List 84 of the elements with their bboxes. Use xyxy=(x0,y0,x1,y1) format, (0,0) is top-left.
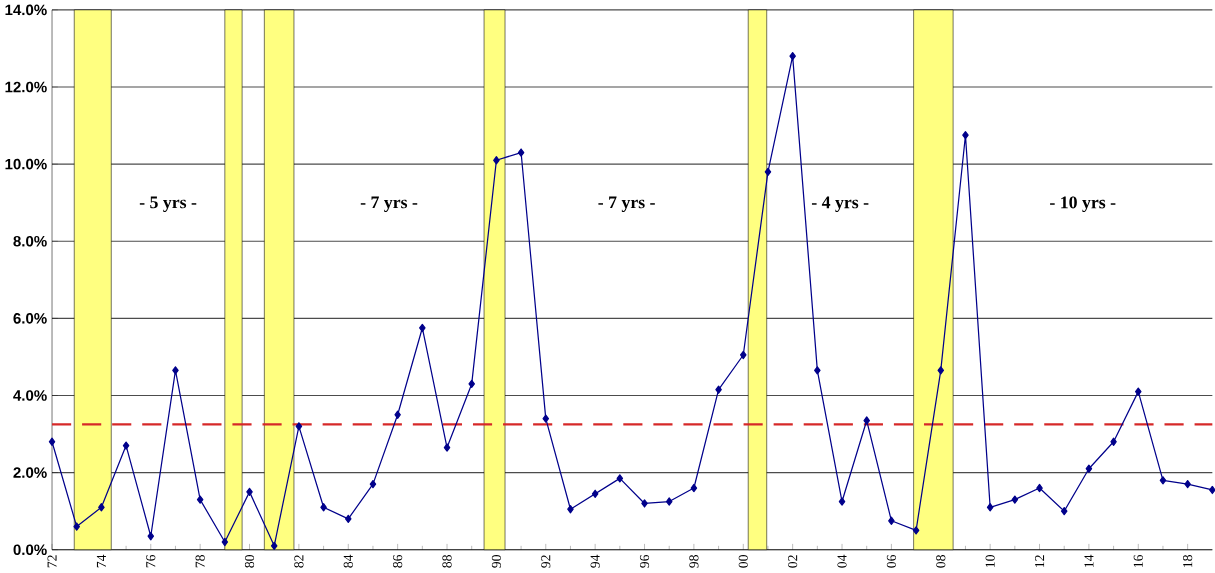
point xyxy=(838,497,846,506)
x-tick-label: 04 xyxy=(837,554,847,568)
point xyxy=(196,495,204,504)
point xyxy=(1159,476,1167,485)
annotation: - 5 yrs - xyxy=(139,196,197,213)
x-tick-label: 90 xyxy=(491,555,502,568)
point xyxy=(690,483,698,493)
point xyxy=(73,522,80,531)
x-tick-label: 72 xyxy=(47,555,57,568)
point xyxy=(246,487,253,497)
annotation: - 4 yrs - xyxy=(811,196,869,213)
point xyxy=(1134,387,1142,396)
point xyxy=(122,441,130,450)
point xyxy=(715,385,722,394)
point xyxy=(394,410,401,420)
x-tick-label: 02 xyxy=(788,555,798,568)
point xyxy=(48,437,56,447)
point xyxy=(493,156,500,165)
x-tick-label: 88 xyxy=(442,555,452,568)
point xyxy=(344,514,352,524)
x-tick-label: 08 xyxy=(936,555,946,568)
point xyxy=(1110,437,1117,447)
point xyxy=(172,366,179,375)
y-tick-label: 6.0% xyxy=(13,313,47,324)
x-tick-label: 82 xyxy=(294,555,304,568)
x-tick-label: 06 xyxy=(886,555,897,568)
point xyxy=(591,489,599,499)
point xyxy=(616,474,624,483)
point xyxy=(517,148,525,157)
y-tick-label: 8.0% xyxy=(13,236,47,247)
y-tick-label: 2.0% xyxy=(13,467,47,479)
x-tick-label: 14 xyxy=(1084,554,1094,568)
y-tick-label: 10.0% xyxy=(5,158,47,170)
point xyxy=(295,422,303,431)
x-tick-label: 76 xyxy=(146,555,156,568)
annotation: - 10 yrs - xyxy=(1050,196,1116,213)
point xyxy=(764,167,772,177)
point xyxy=(419,323,426,333)
y-tick-label: 12.0% xyxy=(5,81,47,93)
point xyxy=(863,416,870,425)
point xyxy=(221,537,229,547)
point xyxy=(147,532,155,541)
point xyxy=(98,503,105,512)
x-tick-label: 98 xyxy=(689,555,699,568)
x-tick-label: 86 xyxy=(393,555,403,568)
point xyxy=(912,526,920,535)
x-tick-label: 94 xyxy=(590,554,600,568)
point xyxy=(641,499,648,508)
x-tick-label: 10 xyxy=(985,555,995,568)
point xyxy=(1036,483,1043,493)
x-tick-label: 78 xyxy=(195,555,205,568)
y-tick-label: 14.0% xyxy=(5,4,47,16)
point xyxy=(567,505,574,514)
x-tick-label: 16 xyxy=(1133,555,1143,568)
point xyxy=(270,541,278,551)
point xyxy=(665,497,673,506)
y-tick-label: 0.0% xyxy=(13,544,47,556)
point xyxy=(814,366,821,375)
point xyxy=(962,131,969,140)
point xyxy=(789,52,796,61)
x-tick-label: 18 xyxy=(1183,555,1193,568)
point xyxy=(542,414,550,423)
point xyxy=(888,516,895,526)
x-tick-label: 12 xyxy=(1035,555,1045,568)
point xyxy=(320,503,327,512)
annotation: - 7 yrs - xyxy=(598,196,655,213)
x-tick-label: 74 xyxy=(96,554,106,568)
point xyxy=(937,366,945,375)
y-tick-label: 4.0% xyxy=(13,390,47,401)
point xyxy=(468,379,475,389)
annotation: - 7 yrs - xyxy=(360,196,418,213)
x-tick-label: 84 xyxy=(343,554,353,568)
x-tick-label: 96 xyxy=(639,555,650,568)
point xyxy=(739,350,747,360)
point xyxy=(1184,480,1191,489)
x-tick-label: 00 xyxy=(738,555,748,568)
point xyxy=(1060,507,1068,516)
x-tick-label: 80 xyxy=(244,555,255,568)
point xyxy=(1011,495,1019,504)
point xyxy=(443,443,451,452)
point xyxy=(369,480,377,489)
x-tick-label: 92 xyxy=(541,555,551,568)
point xyxy=(1085,464,1093,474)
point xyxy=(986,503,994,512)
